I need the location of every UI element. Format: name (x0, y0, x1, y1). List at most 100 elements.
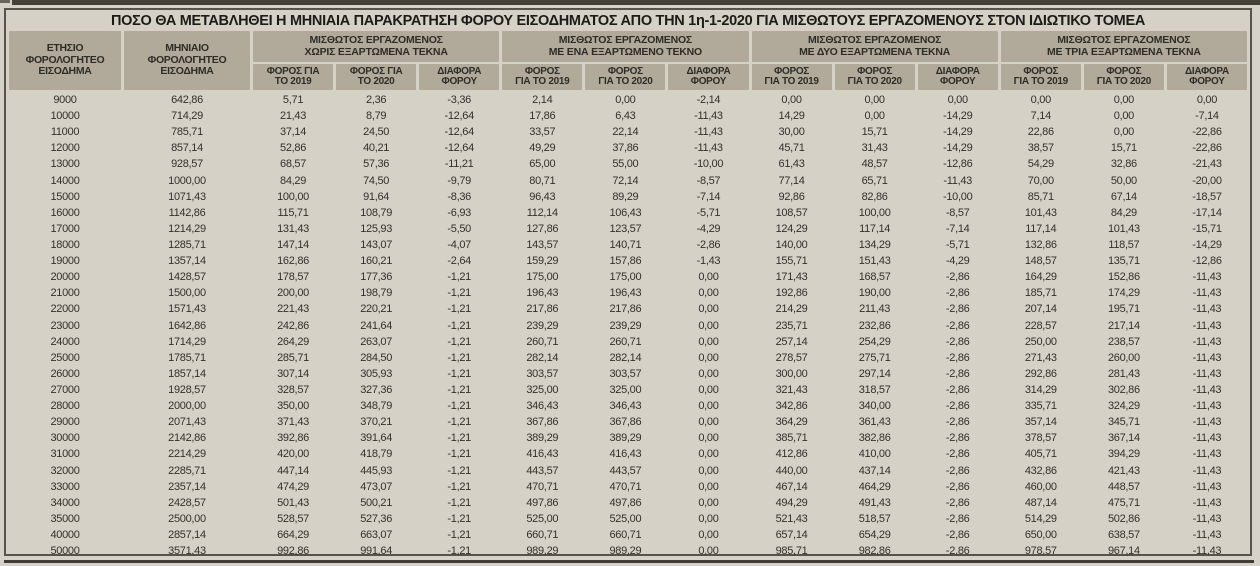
g3-tax2019-cell: 192,86 (775, 287, 808, 300)
g2-diff-cell: 0,00 (698, 432, 719, 445)
monthly-income-cell: 1071,43 (168, 190, 206, 203)
subheader-g1-tax-2019: ΦΟΡΟΣ ΓΙΑ ΤΟ 2019 (253, 64, 334, 90)
g2-tax2020-cell: 325,00 (609, 384, 642, 397)
bottom-rule (4, 560, 1254, 563)
table-row: 18000 1285,71 147,14 143,07 -4,07 143,57 140,7… (9, 237, 1247, 253)
g1-tax2019-cell: 420,00 (277, 448, 309, 461)
g2-diff-cell: 0,00 (698, 271, 719, 284)
g4-tax2020-cell: 152,86 (1107, 271, 1140, 284)
g3-tax2020-cell: 31,43 (861, 142, 888, 155)
g2-tax2020-cell: 443,57 (609, 464, 642, 477)
monthly-income-cell: 3571,43 (168, 545, 206, 558)
g2-tax2020-cell: 6,43 (615, 110, 636, 123)
tax-table-frame: ΠΟΣΟ ΘΑ ΜΕΤΑΒΛΗΘΕΙ Η ΜΗΝΙΑΙΑ ΠΑΡΑΚΡΑΤΗΣΗ… (4, 8, 1252, 558)
g4-tax2020-cell: 0,00 (1113, 110, 1135, 123)
table-row: 19000 1357,14 162,86 160,21 -2,64 159,29 157,8… (9, 253, 1247, 269)
income-cell: 22000 (50, 303, 80, 316)
group-header-no-children: ΜΙΣΘΩΤΟΣ ΕΡΓΑΖΟΜΕΝΟΣ ΧΩΡΙΣ ΕΞΑΡΤΩΜΕΝΑ ΤΕ… (253, 31, 500, 62)
income-cell: 27000 (50, 384, 80, 397)
g1-diff-cell: -8,36 (447, 190, 471, 203)
g4-tax2020-cell: 32,86 (1110, 158, 1137, 171)
g4-tax2020-cell: 638,57 (1107, 529, 1140, 541)
table-row: 40000 2857,14 664,29 663,07 -1,21 660,71 660,7… (9, 527, 1247, 543)
g4-tax2020-cell: 448,57 (1107, 480, 1140, 493)
g4-tax2020-cell: 67,14 (1110, 190, 1137, 203)
g2-diff-cell: -1,43 (696, 255, 721, 268)
g2-tax2019-cell: 282,14 (526, 351, 559, 364)
g2-tax2020-cell: 196,43 (609, 287, 642, 300)
g1-diff-cell: -1,21 (447, 367, 471, 380)
g3-diff-cell: -2,86 (945, 367, 970, 380)
g2-tax2019-cell: 175,00 (526, 271, 559, 284)
g4-diff-cell: -14,29 (1192, 239, 1222, 252)
income-cell: 31000 (50, 448, 80, 461)
g3-tax2019-cell: 521,43 (775, 512, 808, 525)
g4-tax2019-cell: 228,57 (1024, 319, 1057, 332)
table-row: 35000 2500,00 528,57 527,36 -1,21 525,00 525,0… (9, 511, 1247, 527)
g3-tax2019-cell: 985,71 (775, 545, 808, 558)
g3-diff-cell: 0,00 (947, 94, 969, 107)
g1-tax2020-cell: 198,79 (360, 287, 393, 300)
g3-tax2020-cell: 654,29 (858, 529, 891, 541)
g4-diff-cell: -11,43 (1192, 367, 1222, 380)
income-cell: 24000 (50, 335, 80, 348)
g2-tax2019-cell: 217,86 (526, 303, 559, 316)
g3-tax2019-cell: 214,29 (775, 303, 808, 316)
g2-tax2019-cell: 260,71 (526, 335, 559, 348)
income-cell: 34000 (50, 496, 80, 509)
g1-tax2019-cell: 162,86 (277, 255, 309, 268)
g2-diff-cell: 0,00 (698, 496, 719, 509)
g2-diff-cell: 0,00 (698, 335, 719, 348)
income-cell: 28000 (50, 400, 80, 413)
g1-tax2019-cell: 200,00 (277, 287, 309, 300)
g4-diff-cell: -15,71 (1192, 222, 1222, 235)
g2-diff-cell: 0,00 (698, 303, 719, 316)
g1-diff-cell: -1,21 (447, 512, 471, 525)
g2-tax2019-cell: 443,57 (526, 464, 559, 477)
g3-tax2020-cell: 100,00 (858, 206, 891, 219)
income-cell: 13000 (50, 158, 80, 171)
g3-tax2019-cell: 140,00 (775, 239, 808, 252)
g4-tax2020-cell: 421,43 (1107, 464, 1140, 477)
table-row: 10000 714,29 21,43 8,79 -12,64 17,86 6,43 -11,4… (9, 108, 1247, 124)
g4-tax2020-cell: 217,14 (1107, 319, 1140, 332)
g1-diff-cell: -1,21 (447, 303, 471, 316)
g3-tax2019-cell: 257,14 (775, 335, 808, 348)
income-cell: 11000 (50, 126, 80, 139)
g3-tax2020-cell: 275,71 (858, 351, 891, 364)
monthly-income-cell: 1714,29 (168, 335, 206, 348)
table-row: 27000 1928,57 328,57 327,36 -1,21 325,00 325,0… (9, 382, 1247, 398)
g1-tax2019-cell: 242,86 (277, 319, 309, 332)
g3-diff-cell: -2,86 (945, 432, 970, 445)
g1-tax2020-cell: 418,79 (360, 448, 393, 461)
g1-diff-cell: -1,21 (447, 496, 471, 509)
g1-tax2019-cell: 131,43 (277, 222, 309, 235)
income-cell: 26000 (50, 367, 80, 380)
g2-tax2020-cell: 303,57 (609, 367, 642, 380)
monthly-income-cell: 2857,14 (168, 529, 206, 541)
g1-tax2019-cell: 5,71 (282, 94, 304, 107)
g4-tax2019-cell: 460,00 (1024, 480, 1057, 493)
g4-diff-cell: -11,43 (1192, 335, 1222, 348)
g3-diff-cell: -2,86 (945, 464, 970, 477)
g2-tax2019-cell: 112,14 (526, 206, 558, 219)
g1-tax2020-cell: 57,36 (363, 158, 390, 171)
income-cell: 10000 (50, 110, 80, 123)
g4-diff-cell: -11,43 (1192, 432, 1222, 445)
g3-diff-cell: -2,86 (945, 512, 970, 525)
g1-tax2019-cell: 264,29 (277, 335, 309, 348)
g3-tax2020-cell: 340,00 (858, 400, 891, 413)
income-cell: 50000 (50, 545, 80, 558)
monthly-income-cell: 2357,14 (168, 480, 206, 493)
g1-tax2019-cell: 328,57 (277, 384, 309, 397)
income-cell: 15000 (50, 190, 80, 203)
g3-tax2020-cell: 410,00 (858, 448, 891, 461)
g2-tax2019-cell: 525,00 (526, 512, 559, 525)
g3-tax2020-cell: 168,57 (858, 271, 891, 284)
g3-diff-cell: -2,86 (945, 416, 970, 429)
subheader-g3-diff: ΔΙΑΦΟΡΑ ΦΟΡΟΥ (917, 64, 998, 90)
monthly-income-cell: 1214,29 (168, 222, 206, 235)
g3-diff-cell: -14,29 (943, 142, 973, 155)
income-cell: 9000 (53, 94, 77, 107)
